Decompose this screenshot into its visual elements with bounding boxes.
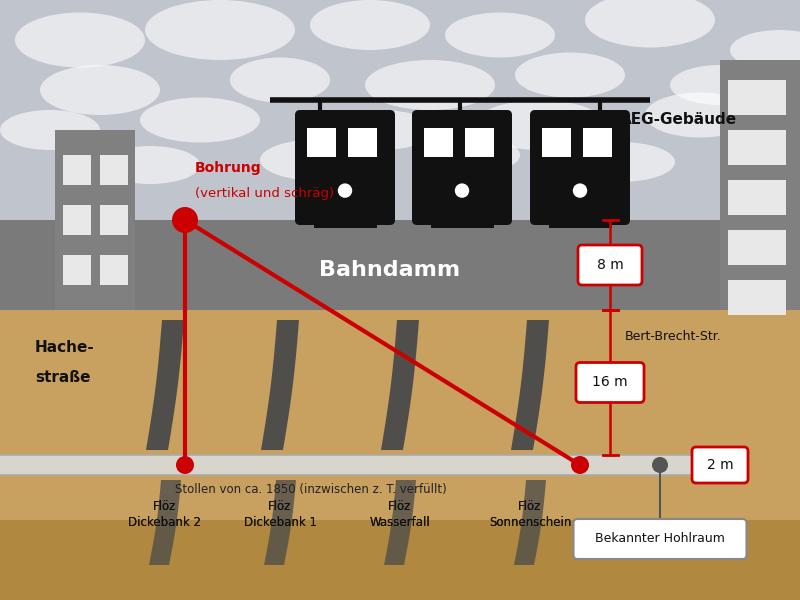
Bar xyxy=(314,216,377,228)
Bar xyxy=(100,155,128,185)
Polygon shape xyxy=(511,320,549,450)
Bar xyxy=(307,128,336,157)
Bar xyxy=(0,520,800,600)
Ellipse shape xyxy=(310,0,430,50)
FancyBboxPatch shape xyxy=(574,519,746,559)
Text: Flöz
Wasserfall: Flöz Wasserfall xyxy=(370,500,430,529)
Bar xyxy=(100,205,128,235)
Circle shape xyxy=(338,184,352,198)
Text: (vertikal und schräg): (vertikal und schräg) xyxy=(195,187,334,200)
Text: AEG-Gebäude: AEG-Gebäude xyxy=(620,113,737,127)
Bar xyxy=(465,128,494,157)
Text: Flöz
Dickebank 1: Flöz Dickebank 1 xyxy=(243,500,317,529)
Bar xyxy=(728,80,786,115)
Bar xyxy=(728,130,786,165)
Ellipse shape xyxy=(325,110,435,150)
Polygon shape xyxy=(264,480,296,565)
Polygon shape xyxy=(381,320,419,450)
Text: straße: straße xyxy=(35,370,90,385)
Ellipse shape xyxy=(565,142,675,182)
Circle shape xyxy=(172,207,198,233)
Bar xyxy=(728,230,786,265)
Text: Hache-: Hache- xyxy=(35,340,94,355)
Ellipse shape xyxy=(230,58,330,103)
Text: Stollen von ca. 1850 (inzwischen z. T. verfüllt): Stollen von ca. 1850 (inzwischen z. T. v… xyxy=(175,483,446,496)
Ellipse shape xyxy=(260,139,380,181)
Circle shape xyxy=(571,456,589,474)
Bar xyxy=(100,255,128,285)
Bar xyxy=(430,216,494,228)
Ellipse shape xyxy=(585,0,715,47)
Bar xyxy=(720,60,800,310)
Text: Bahndamm: Bahndamm xyxy=(319,260,461,280)
Polygon shape xyxy=(146,320,184,450)
Polygon shape xyxy=(261,320,299,450)
FancyBboxPatch shape xyxy=(578,245,642,285)
FancyBboxPatch shape xyxy=(576,362,644,403)
Text: Flöz
Dickebank 1: Flöz Dickebank 1 xyxy=(243,500,317,529)
Ellipse shape xyxy=(365,60,495,110)
Bar xyxy=(728,180,786,215)
Bar xyxy=(0,455,740,475)
Ellipse shape xyxy=(475,100,605,150)
Ellipse shape xyxy=(445,13,555,58)
Text: Flöz
Dickebank 2: Flöz Dickebank 2 xyxy=(129,500,202,529)
Text: Bohrung: Bohrung xyxy=(195,161,262,175)
Text: Flöz
Dickebank 2: Flöz Dickebank 2 xyxy=(129,500,202,529)
Ellipse shape xyxy=(145,0,295,60)
Bar xyxy=(63,205,91,235)
Text: Flöz
Wasserfall: Flöz Wasserfall xyxy=(370,500,430,529)
Circle shape xyxy=(176,456,194,474)
Ellipse shape xyxy=(670,65,770,105)
Ellipse shape xyxy=(515,52,625,97)
Polygon shape xyxy=(149,480,181,565)
Text: Flöz
Sonnenschein: Flöz Sonnenschein xyxy=(489,500,571,529)
Text: 16 m: 16 m xyxy=(592,376,628,389)
Ellipse shape xyxy=(730,30,800,70)
Bar xyxy=(348,128,377,157)
Bar xyxy=(549,216,611,228)
Circle shape xyxy=(573,184,587,198)
Ellipse shape xyxy=(140,97,260,142)
Bar xyxy=(0,310,800,600)
Bar xyxy=(55,130,135,310)
Bar xyxy=(424,128,453,157)
FancyBboxPatch shape xyxy=(295,110,395,225)
FancyBboxPatch shape xyxy=(412,110,512,225)
Bar xyxy=(582,128,611,157)
Ellipse shape xyxy=(100,146,200,184)
Ellipse shape xyxy=(15,13,145,67)
Text: 8 m: 8 m xyxy=(597,258,623,272)
Bar xyxy=(0,220,775,310)
Ellipse shape xyxy=(420,136,520,174)
FancyBboxPatch shape xyxy=(692,447,748,483)
Ellipse shape xyxy=(645,92,755,137)
Circle shape xyxy=(652,457,668,473)
Text: 2 m: 2 m xyxy=(706,458,734,472)
Bar xyxy=(63,255,91,285)
Ellipse shape xyxy=(40,65,160,115)
Text: Bekannter Hohlraum: Bekannter Hohlraum xyxy=(595,533,725,545)
Polygon shape xyxy=(514,480,546,565)
Text: Flöz
Sonnenschein: Flöz Sonnenschein xyxy=(489,500,571,529)
Bar xyxy=(0,0,800,220)
Bar xyxy=(728,280,786,315)
Bar xyxy=(542,128,571,157)
Text: Bert-Brecht-Str.: Bert-Brecht-Str. xyxy=(625,330,722,343)
Ellipse shape xyxy=(0,110,100,150)
Bar xyxy=(63,155,91,185)
Circle shape xyxy=(454,184,469,198)
FancyBboxPatch shape xyxy=(530,110,630,225)
Polygon shape xyxy=(384,480,416,565)
